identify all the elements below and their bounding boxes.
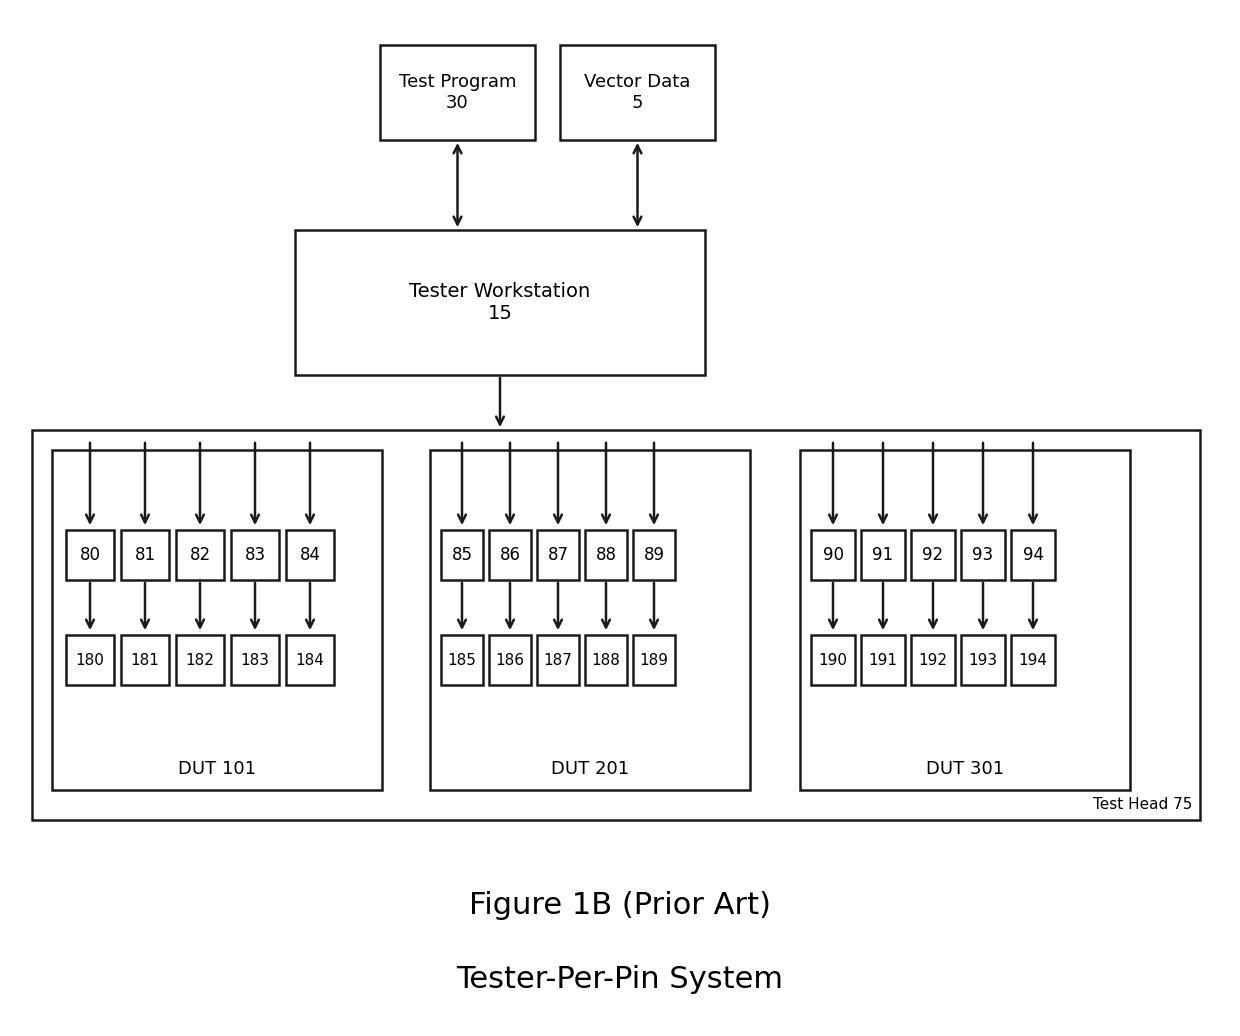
Text: Test Head 75: Test Head 75: [1092, 797, 1192, 812]
Text: DUT 201: DUT 201: [551, 760, 629, 778]
Bar: [537, 530, 579, 580]
Text: 85: 85: [451, 546, 472, 564]
Text: 81: 81: [134, 546, 155, 564]
Bar: [176, 530, 224, 580]
Bar: [585, 530, 627, 580]
Bar: [66, 635, 114, 685]
Text: 91: 91: [873, 546, 894, 564]
Text: 90: 90: [822, 546, 843, 564]
Text: 80: 80: [79, 546, 100, 564]
Text: 181: 181: [130, 653, 160, 667]
Text: 183: 183: [241, 653, 269, 667]
Bar: [231, 635, 279, 685]
Bar: [811, 635, 856, 685]
Text: DUT 301: DUT 301: [926, 760, 1004, 778]
Text: 94: 94: [1023, 546, 1044, 564]
Text: Tester Workstation
15: Tester Workstation 15: [409, 282, 590, 323]
Bar: [537, 635, 579, 685]
Text: 187: 187: [543, 653, 573, 667]
Text: Vector Data
5: Vector Data 5: [584, 74, 691, 112]
Text: 190: 190: [818, 653, 847, 667]
Text: 188: 188: [591, 653, 620, 667]
Text: 189: 189: [640, 653, 668, 667]
Bar: [231, 530, 279, 580]
Text: 193: 193: [968, 653, 997, 667]
Bar: [961, 530, 1004, 580]
Bar: [632, 635, 675, 685]
Bar: [1011, 530, 1055, 580]
Text: 180: 180: [76, 653, 104, 667]
Text: 89: 89: [644, 546, 665, 564]
Bar: [811, 530, 856, 580]
Text: 182: 182: [186, 653, 215, 667]
Bar: [32, 430, 1200, 821]
Text: 186: 186: [496, 653, 525, 667]
Text: Figure 1B (Prior Art): Figure 1B (Prior Art): [469, 891, 771, 920]
Text: 87: 87: [548, 546, 568, 564]
Bar: [560, 45, 715, 140]
Text: 82: 82: [190, 546, 211, 564]
Bar: [489, 635, 531, 685]
Bar: [800, 450, 1130, 790]
Bar: [961, 635, 1004, 685]
Text: 83: 83: [244, 546, 265, 564]
Bar: [861, 635, 905, 685]
Bar: [52, 450, 382, 790]
Text: 192: 192: [919, 653, 947, 667]
Bar: [632, 530, 675, 580]
Text: 194: 194: [1018, 653, 1048, 667]
Bar: [585, 635, 627, 685]
Bar: [911, 530, 955, 580]
Bar: [122, 530, 169, 580]
Text: DUT 101: DUT 101: [179, 760, 255, 778]
Text: 84: 84: [300, 546, 320, 564]
Text: 88: 88: [595, 546, 616, 564]
Bar: [286, 635, 334, 685]
Text: 191: 191: [868, 653, 898, 667]
Text: Tester-Per-Pin System: Tester-Per-Pin System: [456, 966, 784, 995]
Text: 184: 184: [295, 653, 325, 667]
Bar: [441, 530, 484, 580]
Bar: [295, 230, 706, 375]
Text: 92: 92: [923, 546, 944, 564]
Bar: [430, 450, 750, 790]
Bar: [861, 530, 905, 580]
Bar: [489, 530, 531, 580]
Bar: [176, 635, 224, 685]
Bar: [1011, 635, 1055, 685]
Text: 93: 93: [972, 546, 993, 564]
Bar: [911, 635, 955, 685]
Bar: [441, 635, 484, 685]
Bar: [122, 635, 169, 685]
Bar: [379, 45, 534, 140]
Text: 185: 185: [448, 653, 476, 667]
Bar: [66, 530, 114, 580]
Bar: [286, 530, 334, 580]
Text: Test Program
30: Test Program 30: [399, 74, 516, 112]
Text: 86: 86: [500, 546, 521, 564]
